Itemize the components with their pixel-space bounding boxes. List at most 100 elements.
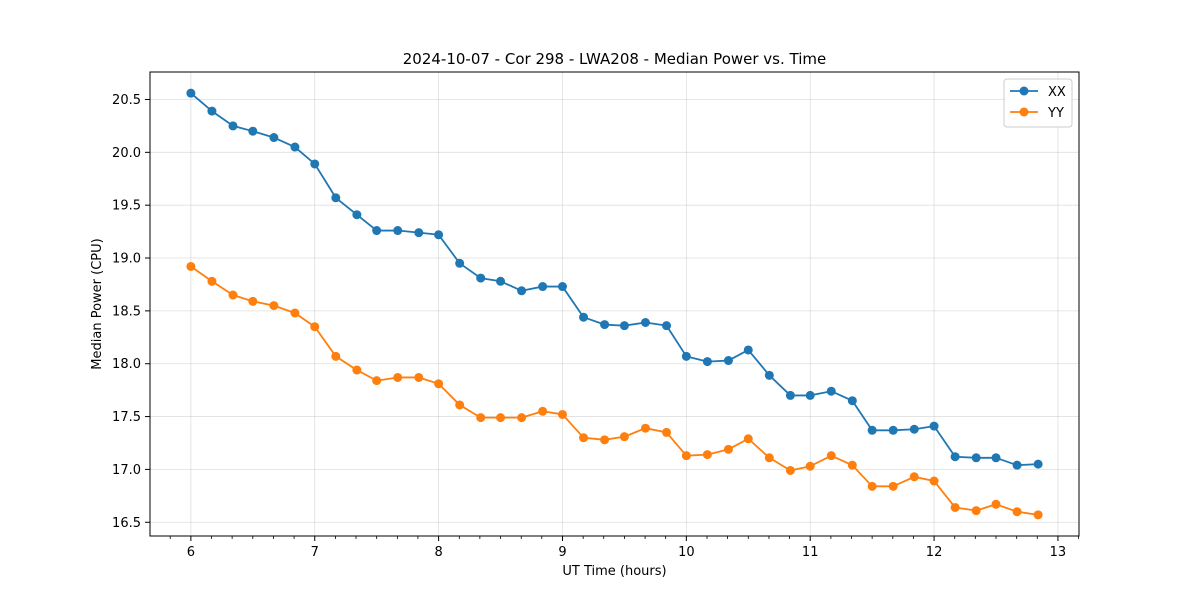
data-point-xx: [826, 386, 836, 396]
plot-frame: [149, 71, 1080, 537]
data-point-xx: [681, 351, 691, 361]
data-point-xx: [702, 357, 712, 367]
x-tick-label: 13: [1050, 545, 1067, 560]
data-point-yy: [476, 413, 486, 423]
data-point-yy: [207, 276, 217, 286]
data-point-xx: [764, 370, 774, 380]
data-point-xx: [579, 312, 589, 322]
data-point-xx: [619, 321, 629, 331]
data-point-yy: [909, 472, 919, 482]
data-point-yy: [434, 379, 444, 389]
series-layer: [186, 88, 1043, 520]
data-point-xx: [950, 452, 960, 462]
data-point-yy: [600, 435, 610, 445]
data-point-xx: [352, 210, 362, 220]
data-point-xx: [476, 273, 486, 283]
data-point-xx: [207, 106, 217, 116]
data-point-yy: [352, 365, 362, 375]
data-point-xx: [290, 142, 300, 152]
data-point-xx: [538, 282, 548, 292]
data-point-yy: [455, 400, 465, 410]
data-point-yy: [310, 322, 320, 332]
data-point-xx: [929, 421, 939, 431]
data-point-yy: [785, 465, 795, 475]
data-point-yy: [290, 308, 300, 318]
data-point-yy: [1012, 507, 1022, 517]
data-point-xx: [496, 276, 506, 286]
data-point-yy: [867, 481, 877, 491]
data-point-yy: [393, 372, 403, 382]
data-point-yy: [805, 461, 815, 471]
data-point-yy: [764, 453, 774, 463]
x-tick-label: 9: [558, 545, 566, 560]
data-point-xx: [662, 321, 672, 331]
legend-marker-xx: [1019, 86, 1029, 96]
data-point-yy: [929, 476, 939, 486]
data-point-xx: [310, 159, 320, 169]
legend-label-xx: XX: [1048, 85, 1066, 100]
x-tick-label: 11: [802, 545, 819, 560]
data-point-yy: [269, 301, 279, 311]
y-tick-label: 20.5: [112, 93, 141, 108]
data-point-xx: [269, 133, 279, 143]
data-point-yy: [372, 376, 382, 386]
data-point-xx: [888, 425, 898, 435]
legend: XX YY: [1003, 78, 1073, 128]
data-point-yy: [971, 506, 981, 516]
data-point-xx: [186, 88, 196, 98]
data-point-xx: [971, 453, 981, 463]
y-tick-label: 16.5: [112, 516, 141, 531]
data-point-xx: [1012, 460, 1022, 470]
x-tick-label: 7: [311, 545, 319, 560]
y-tick-label: 17.5: [112, 410, 141, 425]
data-point-yy: [888, 481, 898, 491]
data-point-xx: [600, 320, 610, 330]
data-point-xx: [1033, 459, 1043, 469]
data-point-yy: [991, 499, 1001, 509]
y-axis-label: Median Power (CPU): [90, 238, 105, 369]
data-point-xx: [909, 424, 919, 434]
x-axis-label: UT Time (hours): [562, 564, 666, 579]
chart-title: 2024-10-07 - Cor 298 - LWA208 - Median P…: [403, 50, 827, 68]
y-axis: 16.5 17.0 17.5 18.0 18.5 19.0 19.5 20.0 20.5: [112, 93, 150, 531]
y-tick-label: 18.0: [112, 357, 141, 372]
data-point-yy: [702, 450, 712, 460]
data-point-yy: [579, 433, 589, 443]
data-point-yy: [681, 451, 691, 461]
data-point-xx: [785, 390, 795, 400]
y-tick-label: 17.0: [112, 463, 141, 478]
data-point-xx: [331, 193, 341, 203]
data-point-yy: [414, 372, 424, 382]
x-axis: 6 7 8 9 10 11 12 13: [169, 536, 1080, 560]
data-point-xx: [228, 121, 238, 131]
data-point-xx: [743, 345, 753, 355]
legend-marker-yy: [1019, 107, 1029, 117]
data-point-xx: [434, 230, 444, 240]
data-point-yy: [950, 502, 960, 512]
y-tick-label: 18.5: [112, 304, 141, 319]
data-point-xx: [414, 228, 424, 238]
data-point-xx: [847, 396, 857, 406]
data-point-yy: [186, 261, 196, 271]
data-point-yy: [662, 427, 672, 437]
data-point-yy: [228, 290, 238, 300]
data-point-yy: [640, 423, 650, 433]
data-point-xx: [455, 258, 465, 268]
y-tick-label: 19.0: [112, 252, 141, 267]
data-point-yy: [538, 406, 548, 416]
grid: [150, 72, 1079, 536]
data-point-yy: [496, 413, 506, 423]
data-point-yy: [619, 432, 629, 442]
data-point-xx: [248, 126, 258, 136]
series-xx: [186, 88, 1043, 470]
y-tick-label: 19.5: [112, 199, 141, 214]
data-point-yy: [248, 296, 258, 306]
data-point-yy: [517, 413, 527, 423]
data-point-xx: [991, 453, 1001, 463]
legend-label-yy: YY: [1047, 106, 1064, 121]
data-point-yy: [1033, 510, 1043, 520]
x-tick-label: 12: [926, 545, 943, 560]
data-point-yy: [331, 351, 341, 361]
data-point-xx: [517, 286, 527, 296]
